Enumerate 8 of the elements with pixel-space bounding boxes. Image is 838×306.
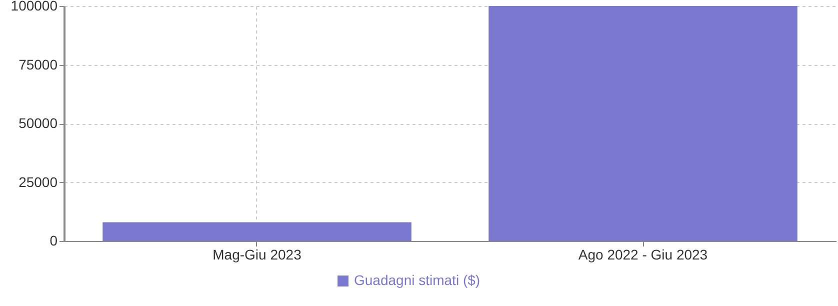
y-tick-label: 0 xyxy=(50,232,58,248)
y-tick-label: 25000 xyxy=(18,174,58,190)
x-tick-label: Ago 2022 - Giu 2023 xyxy=(578,246,708,262)
legend-label: Guadagni stimati ($) xyxy=(354,272,480,288)
x-tick-label: Mag-Giu 2023 xyxy=(212,246,302,262)
y-tick-label: 100000 xyxy=(10,0,58,14)
y-tick-label: 75000 xyxy=(18,56,58,72)
y-tick-label: 50000 xyxy=(18,115,58,131)
